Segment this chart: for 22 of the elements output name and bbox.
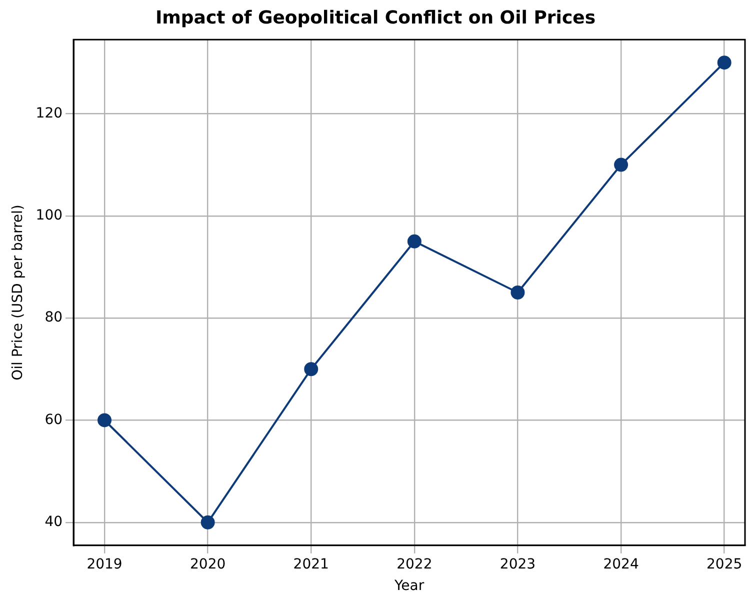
point	[510, 286, 525, 300]
x-tick-label: 2019	[86, 556, 122, 572]
x-tick-label: 2020	[190, 556, 226, 572]
y-tick-label: 100	[36, 208, 63, 224]
x-axis-title: Year	[393, 578, 424, 594]
x-tick-label: 2021	[293, 556, 329, 572]
y-tick-label: 40	[44, 514, 63, 530]
point	[200, 515, 215, 530]
x-tick-label: 2025	[706, 556, 742, 572]
x-tick-label: 2024	[603, 556, 639, 572]
y-tick-label: 80	[44, 310, 63, 326]
chart-title: Impact of Geopolitical Conflict on Oil Prices	[155, 7, 596, 28]
y-axis-title: Oil Price (USD per barrel)	[10, 204, 26, 380]
point	[304, 362, 318, 376]
point	[98, 413, 112, 428]
point	[407, 234, 422, 248]
x-tick-label: 2023	[500, 556, 536, 572]
x-tick-label: 2022	[396, 556, 432, 572]
point	[614, 158, 628, 172]
point	[717, 56, 732, 70]
y-tick-label: 120	[36, 105, 63, 122]
y-tick-label: 60	[44, 412, 63, 428]
